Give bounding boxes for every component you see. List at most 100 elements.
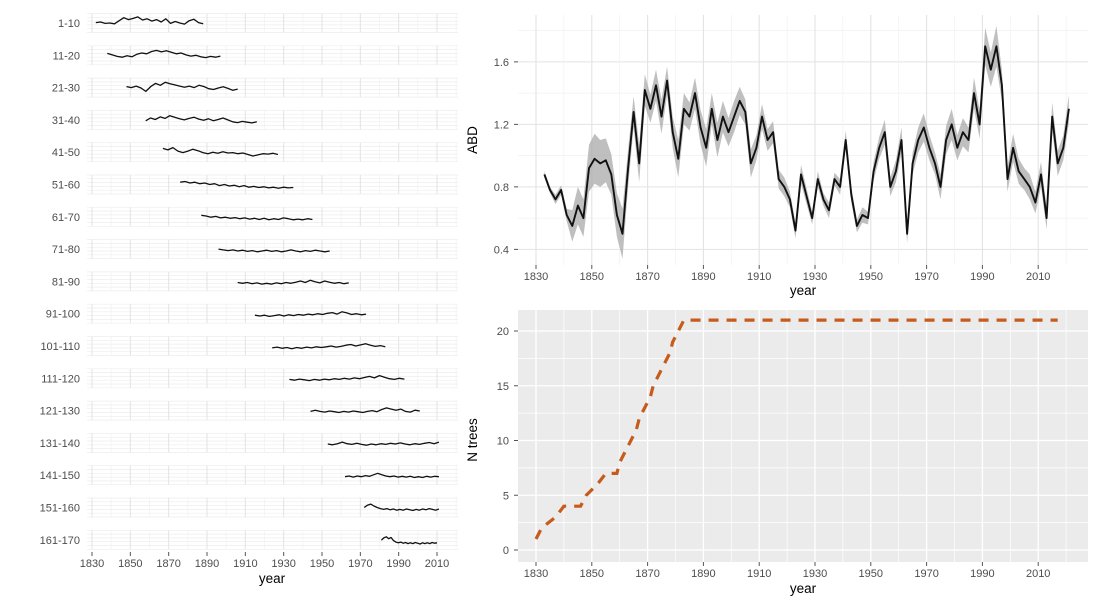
facet-row-121-130 [87, 400, 458, 421]
series-line-141-150 [344, 472, 439, 479]
series-line-161-170 [380, 536, 438, 545]
x-tick-label: 1910 [233, 558, 257, 570]
x-tick-label: 1870 [635, 271, 659, 283]
row-label: 41-50 [52, 147, 80, 159]
y-tick-label: 0.4 [494, 244, 509, 256]
facet-row-41-50 [87, 142, 458, 163]
facet-row-11-20 [87, 45, 458, 66]
x-tick-label: 1930 [271, 558, 295, 570]
abd-chart-y-axis-title: ABD [465, 126, 480, 154]
y-tick-label: 5 [503, 490, 509, 502]
row-label: 1-10 [58, 18, 80, 30]
series-line-71-80 [218, 248, 330, 253]
row-label: 61-70 [52, 212, 80, 224]
series-line-41-50 [162, 146, 279, 157]
gray-panel-background [518, 310, 1088, 562]
x-tick-label: 2010 [1026, 568, 1050, 580]
n-trees-chart: 1830 1850 1870 1890 1910 1930 1950 1970 1990 2010… [497, 310, 1088, 580]
series-line-61-70 [201, 214, 313, 221]
facet-row-21-30 [87, 77, 458, 98]
x-tick-label: 1950 [310, 558, 334, 570]
row-label: 51-60 [52, 180, 80, 192]
left-chart-x-axis-title: year [259, 571, 286, 586]
y-tick-label: 15 [497, 381, 509, 393]
abd-chart-x-axis-title: year [790, 283, 817, 298]
series-line-151-160 [363, 503, 440, 512]
series-line-121-130 [310, 407, 420, 414]
x-tick-label: 2010 [1026, 271, 1050, 283]
abd-line [543, 45, 1070, 235]
facet-row-131-140 [87, 433, 458, 453]
series-line-1-10 [95, 16, 204, 25]
row-label: 31-40 [52, 115, 80, 127]
series-line-111-120 [289, 374, 405, 382]
series-line-91-100 [254, 311, 367, 318]
x-tick-label: 1970 [914, 271, 938, 283]
series-line-31-40 [145, 115, 257, 124]
y-tick-label: 10 [497, 436, 509, 448]
row-label: 131-140 [40, 438, 80, 450]
facet-row-141-150 [87, 465, 458, 486]
facet-row-51-60 [87, 174, 458, 195]
x-tick-label: 1990 [970, 271, 994, 283]
x-tick-label: 1830 [80, 558, 104, 570]
row-label: 111-120 [41, 373, 80, 385]
ntrees-chart-x-axis-title: year [790, 581, 817, 596]
x-tick-label: 1850 [580, 568, 604, 580]
ntrees-dashed-line [534, 318, 1058, 540]
x-tick-label: 1910 [747, 271, 771, 283]
facet-row-91-100 [87, 303, 458, 324]
y-tick-label: 20 [497, 326, 509, 338]
x-tick-label: 1890 [195, 558, 219, 570]
x-tick-label: 1910 [747, 568, 771, 580]
x-tick-label: 1950 [859, 568, 883, 580]
x-tick-label: 1970 [914, 568, 938, 580]
row-label: 81-90 [52, 276, 80, 288]
x-tick-label: 1870 [635, 568, 659, 580]
row-label: 141-150 [40, 470, 80, 482]
series-line-81-90 [237, 279, 349, 285]
x-tick-label: 1950 [859, 271, 883, 283]
ntrees-chart-y-axis-title: N trees [465, 418, 480, 462]
series-line-11-20 [107, 49, 221, 59]
row-label: 101-110 [40, 341, 80, 353]
x-tick-label: 2010 [425, 558, 449, 570]
series-line-51-60 [180, 180, 294, 189]
series-line-101-110 [272, 343, 386, 350]
row-label: 21-30 [52, 83, 80, 95]
row-label: 121-130 [40, 406, 80, 418]
row-label: 11-20 [53, 50, 80, 62]
facet-row-71-80 [87, 239, 458, 259]
x-tick-label: 1850 [118, 558, 142, 570]
y-tick-label: 1.2 [494, 119, 509, 131]
x-tick-label: 1830 [524, 271, 548, 283]
facet-row-161-170 [87, 529, 458, 550]
row-label: 151-160 [40, 503, 80, 515]
y-tick-label: 0 [503, 545, 509, 557]
facet-row-31-40 [87, 110, 458, 130]
facet-row-101-110 [87, 336, 458, 356]
facet-row-151-160 [87, 497, 458, 518]
series-line-21-30 [126, 81, 238, 93]
age-class-small-multiples-chart: 1-10 11-20 21-30 31-40 41-50 51-60 61-70 71-80 8… [40, 13, 458, 570]
x-tick-label: 1890 [691, 271, 715, 283]
facet-row-61-70 [87, 206, 458, 227]
x-tick-label: 1990 [386, 558, 410, 570]
facet-row-111-120 [87, 368, 458, 389]
row-label: 91-100 [46, 309, 80, 321]
abd-timeseries-chart: 1830 1850 1870 1890 1910 1930 1950 1970 1990 2010… [494, 15, 1088, 283]
x-tick-label: 1990 [970, 568, 994, 580]
x-tick-label: 1830 [524, 568, 548, 580]
x-tick-label: 1930 [803, 271, 827, 283]
y-tick-label: 1.6 [494, 57, 509, 69]
x-tick-label: 1870 [156, 558, 180, 570]
y-tick-label: 0.8 [494, 182, 509, 194]
x-tick-label: 1930 [803, 568, 827, 580]
row-label: 161-170 [40, 535, 80, 547]
abd-confidence-ribbon [544, 25, 1069, 259]
x-tick-label: 1970 [348, 558, 372, 570]
x-tick-label: 1850 [580, 271, 604, 283]
series-line-131-140 [327, 441, 440, 446]
